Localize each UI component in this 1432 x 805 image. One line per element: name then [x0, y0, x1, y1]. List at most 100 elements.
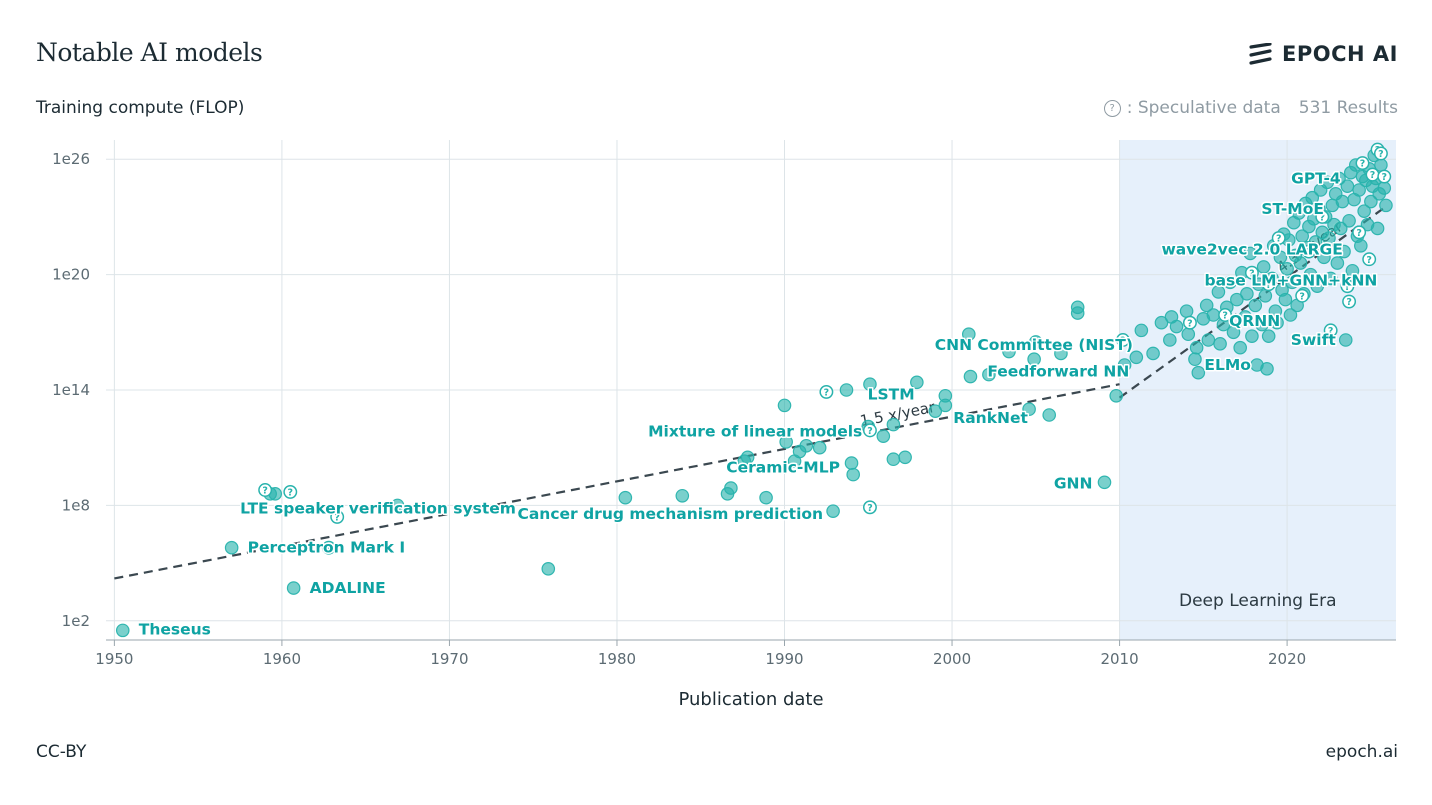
data-point: [961, 327, 976, 342]
data-point: [1188, 352, 1202, 367]
speculative-point-ring: [862, 423, 877, 438]
y-tick-label: 1e8: [62, 496, 90, 514]
data-point: [886, 417, 901, 432]
model-label: ELMo: [1204, 356, 1251, 374]
speculative-point-ring: [1352, 225, 1367, 240]
data-point: [115, 623, 130, 638]
trend-line: [1118, 204, 1389, 399]
grid-lines: [106, 140, 1396, 640]
speculative-point: ?: [321, 540, 336, 555]
data-point: [799, 438, 814, 453]
data-point: [963, 369, 978, 384]
speculative-point: ?: [1315, 209, 1330, 224]
data-point: [1292, 206, 1306, 220]
speculative-point-ring: [1218, 308, 1233, 322]
speculative-point-ring: [1271, 231, 1286, 246]
data-point: [1303, 267, 1318, 282]
speculative-point-mark: ?: [1120, 336, 1126, 347]
speculative-point-mark: ?: [824, 388, 830, 399]
results-count: 531 Results: [1298, 98, 1398, 118]
data-point: [1308, 235, 1323, 249]
data-point: [1211, 285, 1226, 299]
speculative-point-mark: ?: [1366, 255, 1372, 266]
model-label: Feedforward NN: [987, 362, 1129, 380]
speculative-point-mark: ?: [326, 543, 332, 554]
data-point: [1256, 260, 1271, 274]
data-point: [1323, 271, 1338, 286]
data-point: [1029, 335, 1043, 349]
y-tick-label: 1e14: [52, 381, 90, 399]
speculative-point-ring: [819, 384, 834, 399]
model-label: wave2vec 2.0 LARGE: [1161, 241, 1342, 259]
speculative-question-icon: ?: [1103, 99, 1121, 117]
data-point: [1129, 350, 1144, 365]
data-point: [1233, 340, 1247, 355]
model-label: base LM+GNN+kNN: [1205, 271, 1378, 289]
data-point: [1317, 250, 1331, 265]
data-point: [1322, 231, 1336, 245]
data-point: [1377, 181, 1392, 195]
data-points[interactable]: ??????????????????????????: [115, 142, 1393, 638]
data-point: [1337, 244, 1351, 259]
speculative-point-mark: ?: [1356, 228, 1362, 239]
data-point: [740, 450, 755, 465]
speculative-point-ring: [1340, 279, 1355, 294]
model-label: ST-MoE: [1261, 200, 1324, 218]
data-point: [1357, 204, 1371, 218]
speculative-point-ring: [1115, 333, 1130, 347]
data-point: [812, 440, 827, 455]
speculative-point-ring: [321, 540, 336, 555]
data-point: [876, 429, 891, 443]
epoch-logo[interactable]: EPOCH AI: [1248, 42, 1398, 66]
era-label: Deep Learning Era: [1179, 591, 1337, 611]
data-point: [1280, 262, 1294, 276]
speculative-point: ?: [1373, 146, 1388, 161]
data-point: [1248, 298, 1263, 313]
speculative-point-mark: ?: [1306, 247, 1312, 258]
data-point: [1230, 292, 1244, 307]
speculative-point-mark: ?: [1378, 149, 1384, 160]
data-point: [1335, 194, 1350, 209]
data-point: [1260, 362, 1274, 376]
data-point: [1243, 246, 1258, 261]
data-point: [1201, 333, 1216, 347]
data-point: [390, 498, 405, 513]
chart-title: Notable AI models: [36, 38, 263, 67]
speculative-point: ?: [283, 484, 298, 499]
y-ticks: 1e2 1e8 1e14 1e20 1e26: [52, 150, 90, 630]
data-point: [826, 504, 840, 518]
data-point: [1070, 300, 1085, 315]
speculative-point: ?: [1342, 294, 1357, 309]
data-point: [1134, 323, 1149, 338]
y-tick-label: 1e2: [62, 612, 90, 630]
speculative-point: ?: [1365, 167, 1380, 182]
data-point: [846, 467, 860, 482]
data-point: [1352, 183, 1366, 197]
data-point: [1226, 325, 1241, 340]
data-point: [1258, 288, 1273, 303]
data-point: [1206, 308, 1221, 322]
data-point: [1179, 304, 1194, 318]
data-point: [1345, 263, 1360, 278]
data-point: [777, 398, 792, 413]
data-point: [286, 581, 301, 595]
speculative-point-mark: ?: [1299, 291, 1305, 302]
speculative-point-mark: ?: [334, 513, 340, 524]
data-point: [1163, 333, 1177, 347]
model-label: RankNet: [953, 409, 1028, 427]
speculative-point-mark: ?: [1328, 326, 1334, 337]
speculative-point: ?: [1295, 288, 1310, 303]
speculative-point: ?: [1355, 156, 1370, 171]
data-point: [1285, 275, 1299, 290]
data-point: [910, 375, 924, 390]
model-label: LSTM: [868, 386, 915, 404]
speculative-point: ?: [1182, 315, 1197, 330]
data-point: [1333, 221, 1348, 236]
data-point: [1181, 327, 1196, 342]
data-point: [1340, 179, 1355, 193]
model-label: Swift: [1291, 331, 1337, 349]
speculative-point-mark: ?: [1320, 213, 1326, 224]
x-tick-label: 1980: [598, 650, 636, 668]
site-link[interactable]: epoch.ai: [1325, 742, 1398, 762]
